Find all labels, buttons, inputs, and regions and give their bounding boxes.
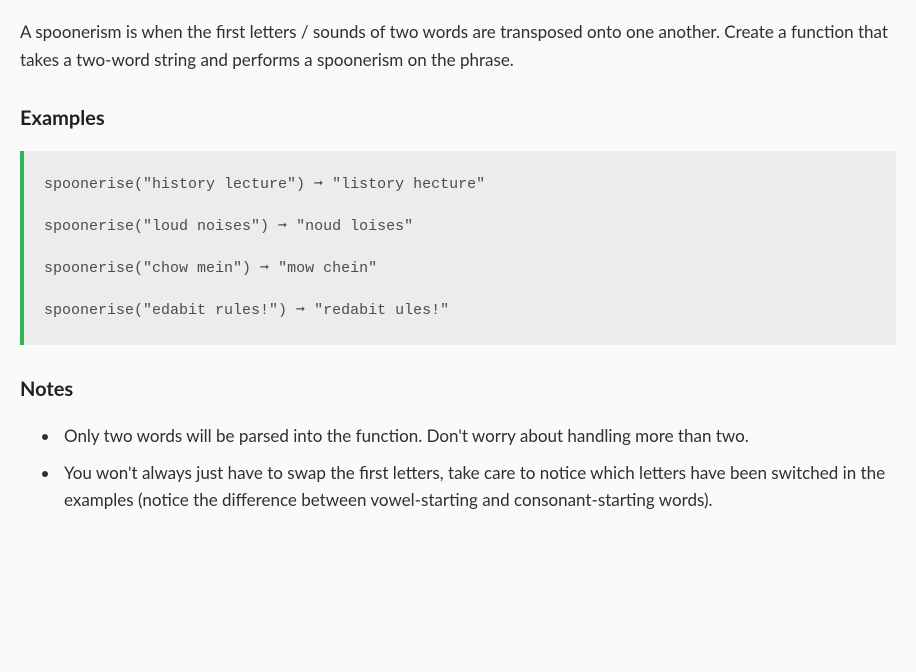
code-line: spoonerise("history lecture") ➞ "listory… (44, 173, 876, 197)
notes-list: Only two words will be parsed into the f… (20, 422, 896, 514)
code-line: spoonerise("loud noises") ➞ "noud loises… (44, 215, 876, 239)
problem-intro: A spoonerism is when the first letters /… (20, 18, 896, 74)
code-line: spoonerise("chow mein") ➞ "mow chein" (44, 257, 876, 281)
note-item: You won't always just have to swap the f… (60, 459, 896, 513)
notes-heading: Notes (20, 373, 896, 406)
code-examples-block: spoonerise("history lecture") ➞ "listory… (20, 151, 896, 345)
code-line: spoonerise("edabit rules!") ➞ "redabit u… (44, 299, 876, 323)
examples-heading: Examples (20, 102, 896, 135)
note-item: Only two words will be parsed into the f… (60, 422, 896, 449)
notes-section: Notes Only two words will be parsed into… (20, 373, 896, 514)
